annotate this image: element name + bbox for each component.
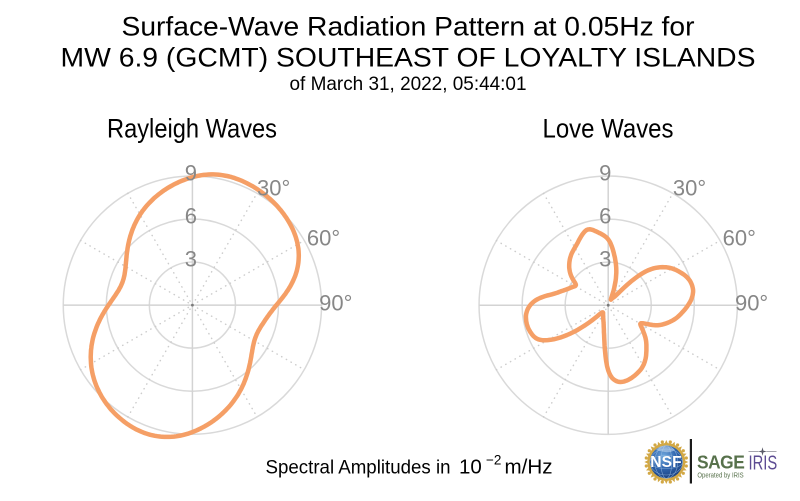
svg-text:9: 9 <box>185 161 197 186</box>
svg-text:90°: 90° <box>735 290 768 315</box>
svg-text:of March 31, 2022, 05:44:01: of March 31, 2022, 05:44:01 <box>290 73 527 95</box>
svg-text:10: 10 <box>459 456 482 479</box>
svg-text:MW 6.9 (GCMT) SOUTHEAST OF LOY: MW 6.9 (GCMT) SOUTHEAST OF LOYALTY ISLAN… <box>61 43 756 73</box>
svg-text:SAGE: SAGE <box>697 453 745 473</box>
svg-text:m/Hz: m/Hz <box>505 456 553 479</box>
svg-text:30°: 30° <box>673 176 706 201</box>
svg-text:9: 9 <box>599 161 611 186</box>
svg-text:3: 3 <box>185 247 197 272</box>
svg-text:90°: 90° <box>319 290 352 315</box>
svg-text:30°: 30° <box>257 176 290 201</box>
svg-text:6: 6 <box>185 204 197 229</box>
svg-text:IRIS: IRIS <box>749 451 778 474</box>
svg-text:3: 3 <box>599 247 611 272</box>
svg-text:NSF: NSF <box>650 454 682 471</box>
svg-text:Spectral Amplitudes in: Spectral Amplitudes in <box>266 457 451 479</box>
svg-text:Operated by IRIS: Operated by IRIS <box>697 471 743 480</box>
svg-text:Love Waves: Love Waves <box>543 114 674 144</box>
svg-text:6: 6 <box>599 204 611 229</box>
svg-text:Surface-Wave Radiation Pattern: Surface-Wave Radiation Pattern at 0.05Hz… <box>122 12 695 42</box>
svg-text:60°: 60° <box>723 226 756 251</box>
svg-text:Rayleigh Waves: Rayleigh Waves <box>107 114 277 144</box>
svg-text:60°: 60° <box>307 226 340 251</box>
svg-text:−2: −2 <box>486 453 501 468</box>
